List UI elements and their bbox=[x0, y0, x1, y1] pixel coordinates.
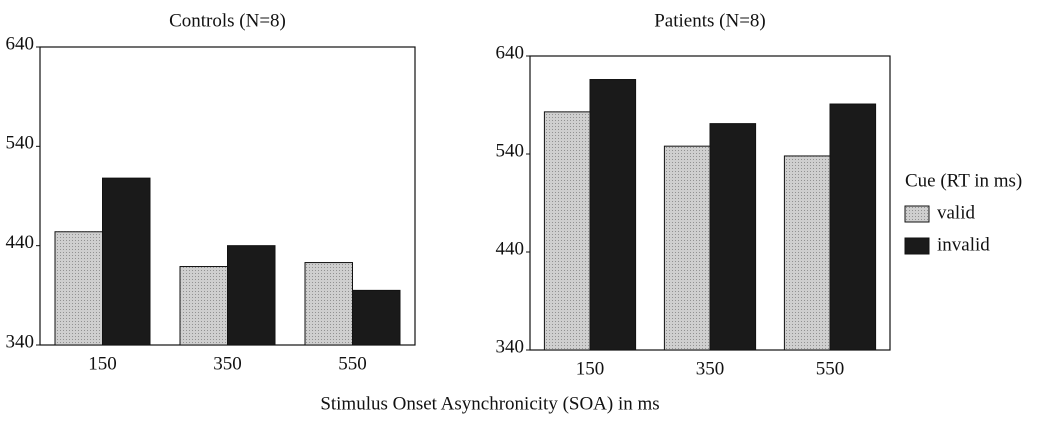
bar-texture bbox=[180, 266, 228, 345]
x-tick-label: 550 bbox=[338, 353, 367, 374]
x-tick-label: 350 bbox=[213, 353, 242, 374]
legend-label: invalid bbox=[937, 234, 990, 255]
chart-title: Patients (N=8) bbox=[654, 10, 766, 31]
bar-texture bbox=[55, 231, 103, 345]
chart-title: Controls (N=8) bbox=[169, 10, 286, 31]
bar bbox=[102, 177, 151, 346]
y-tick-label: 440 bbox=[496, 238, 525, 259]
x-tick-label: 550 bbox=[816, 358, 845, 379]
bar-texture bbox=[784, 155, 830, 350]
x-tick-label: 150 bbox=[576, 358, 605, 379]
bar bbox=[829, 103, 877, 351]
bar-texture bbox=[305, 262, 353, 345]
y-tick-label: 440 bbox=[6, 232, 35, 253]
legend-title: Cue (RT in ms) bbox=[905, 170, 1022, 191]
y-tick-label: 540 bbox=[496, 140, 525, 161]
bar-texture bbox=[544, 111, 590, 350]
x-axis-label: Stimulus Onset Asynchronicity (SOA) in m… bbox=[320, 393, 659, 414]
x-tick-label: 350 bbox=[696, 358, 725, 379]
bar bbox=[709, 123, 757, 351]
bar bbox=[589, 79, 637, 351]
bar bbox=[352, 289, 401, 346]
bar-texture bbox=[664, 146, 710, 350]
bar bbox=[227, 245, 276, 346]
y-tick-label: 340 bbox=[6, 331, 35, 352]
x-tick-label: 150 bbox=[88, 353, 117, 374]
y-tick-label: 540 bbox=[6, 133, 35, 154]
y-tick-label: 340 bbox=[496, 336, 525, 357]
y-tick-label: 640 bbox=[496, 42, 525, 63]
legend-swatch bbox=[904, 237, 930, 255]
y-tick-label: 640 bbox=[6, 33, 35, 54]
legend-label: valid bbox=[937, 202, 975, 223]
legend-swatch-texture bbox=[905, 206, 929, 222]
